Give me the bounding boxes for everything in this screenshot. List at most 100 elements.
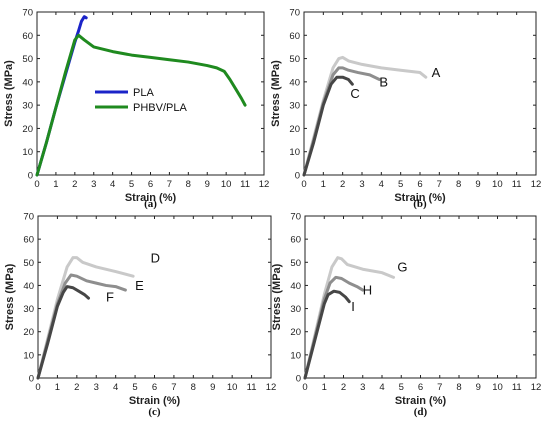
y-axis-label: Stress (MPa) [271, 263, 283, 330]
panel-label: (b) [413, 198, 427, 210]
panel-label: (c) [148, 406, 161, 418]
x-tick-label: 2 [74, 382, 79, 393]
x-tick-label: 3 [359, 179, 364, 190]
y-tick-label: 40 [290, 281, 301, 292]
curve-label-b: B [379, 75, 388, 90]
x-tick-label: 12 [531, 179, 542, 190]
x-tick-label: 3 [94, 382, 99, 393]
y-tick-label: 0 [296, 374, 301, 385]
y-tick-label: 70 [289, 8, 300, 19]
plot-frame [37, 215, 272, 379]
y-tick-label: 40 [22, 77, 33, 88]
series-line-phbv-pla [35, 33, 247, 177]
panel-label: (a) [144, 198, 157, 210]
legend-label: PHBV/PLA [133, 102, 187, 114]
series-line-b [302, 66, 381, 177]
x-tick-label: 5 [398, 179, 403, 190]
curve-label-g: G [397, 260, 407, 275]
curve-label-e: E [135, 278, 144, 293]
series-line-c [302, 75, 354, 177]
x-tick-label: 5 [399, 382, 404, 393]
x-tick-label: 10 [492, 179, 503, 190]
legend-label: PLA [133, 87, 154, 99]
plot-frame [303, 11, 537, 176]
y-axis-label: Stress (MPa) [4, 263, 16, 330]
x-tick-label: 5 [132, 382, 137, 393]
x-tick-label: 1 [53, 179, 58, 190]
x-tick-label: 2 [341, 382, 346, 393]
x-tick-label: 3 [360, 382, 365, 393]
y-tick-label: 20 [290, 327, 301, 338]
x-tick-label: 6 [417, 179, 422, 190]
y-tick-label: 0 [29, 374, 34, 385]
y-tick-label: 0 [295, 171, 300, 182]
curve-label-h: H [363, 283, 372, 298]
y-tick-label: 50 [22, 54, 33, 65]
y-tick-label: 60 [23, 235, 34, 246]
x-tick-label: 8 [456, 179, 461, 190]
x-tick-label: 7 [437, 179, 442, 190]
x-tick-label: 10 [227, 382, 238, 393]
x-tick-label: 4 [379, 382, 384, 393]
y-tick-label: 20 [23, 327, 34, 338]
y-tick-label: 50 [289, 54, 300, 65]
y-tick-label: 30 [289, 101, 300, 112]
x-tick-label: 0 [301, 179, 306, 190]
y-axis-label: Stress (MPa) [3, 60, 15, 127]
x-tick-label: 6 [418, 382, 423, 393]
curve-label-c: C [350, 86, 359, 101]
x-tick-label: 11 [512, 382, 522, 393]
y-tick-label: 30 [23, 304, 34, 315]
curve-label-f: F [106, 290, 114, 305]
y-tick-label: 10 [23, 350, 34, 361]
x-tick-label: 1 [321, 179, 326, 190]
y-tick-label: 0 [28, 171, 33, 182]
x-tick-label: 11 [512, 179, 522, 190]
plot-frame [304, 215, 537, 379]
curve-label-i: I [351, 299, 355, 314]
curve-label-d: D [151, 250, 160, 265]
y-tick-label: 70 [290, 212, 301, 223]
x-tick-label: 11 [240, 179, 250, 190]
y-tick-label: 20 [289, 124, 300, 135]
x-tick-label: 11 [247, 382, 257, 393]
x-tick-label: 1 [55, 382, 60, 393]
panel-label: (d) [414, 406, 428, 418]
y-tick-label: 30 [22, 101, 33, 112]
x-tick-label: 3 [91, 179, 96, 190]
y-tick-label: 20 [22, 124, 33, 135]
legend: PLA PHBV/PLA [95, 87, 187, 114]
x-axis-label: Strain (%) [125, 192, 177, 204]
x-tick-label: 9 [475, 179, 480, 190]
series-line-i [303, 289, 351, 380]
x-axis-label: Strain (%) [129, 395, 181, 407]
y-tick-label: 60 [290, 235, 301, 246]
x-tick-label: 10 [492, 382, 503, 393]
x-tick-label: 4 [110, 179, 115, 190]
x-tick-label: 12 [531, 382, 542, 393]
x-tick-label: 12 [259, 179, 270, 190]
y-tick-label: 50 [290, 258, 301, 269]
y-tick-label: 10 [290, 350, 301, 361]
y-tick-label: 50 [23, 258, 34, 269]
x-tick-label: 7 [171, 382, 176, 393]
y-tick-label: 60 [289, 31, 300, 42]
x-tick-label: 6 [148, 179, 153, 190]
y-tick-label: 10 [289, 147, 300, 158]
x-tick-label: 1 [322, 382, 327, 393]
y-tick-label: 10 [22, 147, 33, 158]
y-tick-label: 40 [23, 281, 34, 292]
x-tick-label: 12 [266, 382, 277, 393]
x-tick-label: 8 [456, 382, 461, 393]
x-tick-label: 4 [113, 382, 118, 393]
x-tick-label: 2 [340, 179, 345, 190]
curve-label-a: A [432, 65, 441, 80]
y-axis-label: Stress (MPa) [270, 60, 282, 127]
x-tick-label: 9 [205, 179, 210, 190]
x-tick-label: 0 [35, 382, 40, 393]
series-line-f [36, 285, 90, 380]
